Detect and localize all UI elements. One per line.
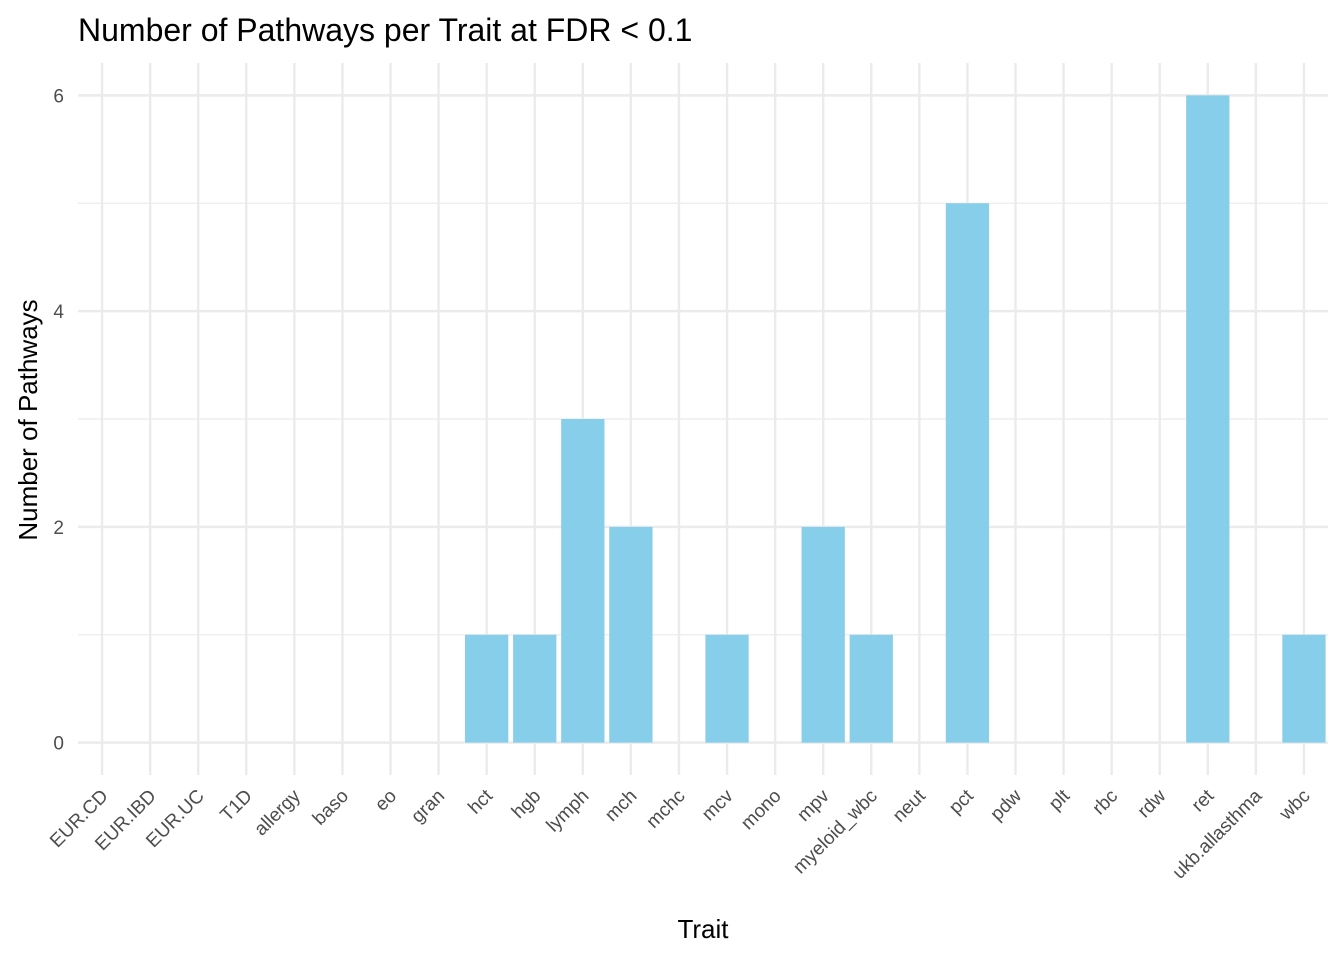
bar-myeloid_wbc [849, 634, 893, 743]
chart-title: Number of Pathways per Trait at FDR < 0.… [78, 12, 692, 48]
bar-pct [945, 203, 990, 743]
y-axis-title: Number of Pathways [13, 299, 43, 540]
x-tick-label: lymph [543, 786, 594, 837]
y-tick-label: 0 [53, 734, 64, 755]
x-tick-label: baso [309, 786, 353, 830]
x-tick-label: rbc [1089, 786, 1123, 820]
x-tick-label: T1D [217, 786, 257, 826]
x-tick-label: plt [1045, 785, 1075, 815]
minor-gridlines [78, 202, 1328, 636]
x-tick-label: mch [601, 786, 641, 826]
x-tick-label: pct [945, 785, 978, 818]
bar-hgb [513, 634, 557, 743]
x-tick-label: mono [737, 786, 785, 834]
x-tick-label: hct [464, 785, 497, 818]
bar-wbc [1282, 634, 1326, 743]
bar-lymph [561, 419, 605, 743]
x-tick-label: allergy [250, 785, 305, 840]
x-tick-label: gran [407, 786, 449, 828]
x-tick-label: ret [1188, 785, 1219, 816]
x-tick-label: rdw [1134, 785, 1171, 822]
bar-mpv [801, 526, 845, 743]
x-tick-label: mcv [698, 785, 738, 825]
x-tick-label: pdw [987, 785, 1027, 825]
x-tick-label: wbc [1275, 786, 1314, 825]
x-tick-label: mchc [643, 786, 690, 833]
x-tick-label: eo [371, 786, 401, 816]
x-tick-label: neut [889, 785, 931, 827]
y-tick-labels: 0 2 4 6 [53, 86, 64, 754]
bar-mcv [705, 634, 749, 743]
x-tick-label: mpv [793, 785, 834, 826]
bar-hct [465, 634, 509, 743]
y-tick-label: 2 [53, 518, 64, 539]
y-tick-label: 6 [53, 86, 64, 107]
bar-ret [1186, 95, 1230, 743]
x-axis-title: Trait [677, 914, 729, 944]
x-tick-label: myeloid_wbc [789, 786, 882, 879]
y-tick-label: 4 [53, 302, 64, 323]
bar-mch [609, 526, 653, 743]
bars [465, 95, 1326, 743]
x-tick-label: hgb [508, 786, 545, 823]
